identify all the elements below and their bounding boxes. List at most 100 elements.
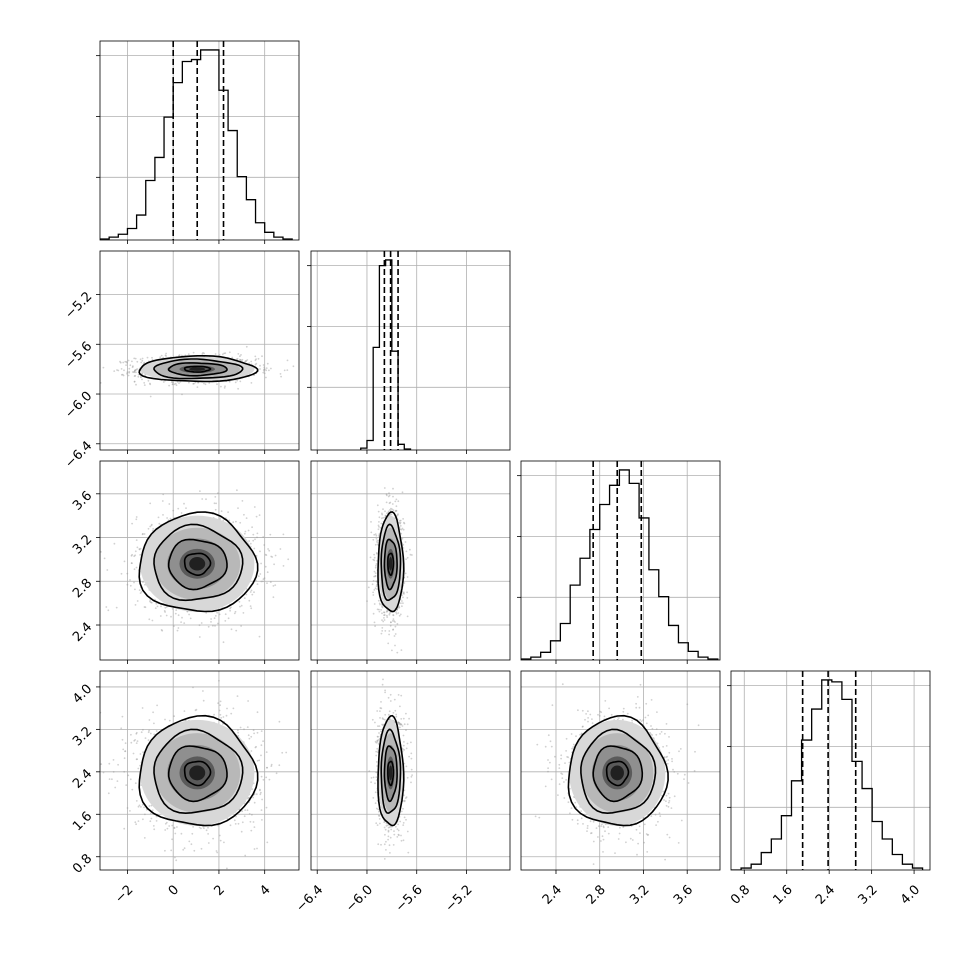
scatter-point xyxy=(372,594,375,596)
scatter-point xyxy=(218,679,220,682)
scatter-point xyxy=(256,759,259,762)
scatter-point xyxy=(216,383,218,386)
scatter-point xyxy=(385,501,388,504)
scatter-point xyxy=(132,365,134,367)
scatter-point xyxy=(156,605,159,608)
scatter-point xyxy=(401,527,404,530)
scatter-point xyxy=(395,509,398,512)
scatter-point xyxy=(269,581,272,583)
scatter-point xyxy=(372,558,375,561)
scatter-point xyxy=(402,543,405,546)
scatter-point xyxy=(162,381,165,383)
scatter-point xyxy=(398,614,401,617)
scatter-point xyxy=(265,554,268,556)
scatter-point xyxy=(388,492,390,494)
scatter-point xyxy=(265,776,268,779)
scatter-point xyxy=(135,566,138,569)
scatter-point xyxy=(279,548,282,550)
scatter-point xyxy=(219,713,222,716)
scatter-point xyxy=(123,560,126,563)
scatter-point xyxy=(270,765,273,767)
scatter-point xyxy=(381,612,383,615)
scatter-point xyxy=(378,516,381,519)
scatter-point xyxy=(377,599,380,602)
scatter-point xyxy=(239,355,241,358)
scatter-point xyxy=(141,378,143,381)
scatter-point xyxy=(269,533,272,536)
scatter-point xyxy=(198,624,201,627)
scatter-point xyxy=(259,793,262,796)
scatter-point xyxy=(175,384,178,387)
scatter-point xyxy=(180,512,183,514)
scatter-point xyxy=(399,521,402,524)
scatter-point xyxy=(255,555,258,557)
scatter-point xyxy=(386,614,388,617)
scatter-point xyxy=(229,609,232,612)
scatter-point xyxy=(160,354,163,357)
histogram-panel-0 xyxy=(96,40,300,244)
scatter-point xyxy=(120,368,123,370)
scatter-point xyxy=(244,809,247,811)
scatter-point xyxy=(203,352,206,355)
panel-content xyxy=(100,461,299,660)
contour-line xyxy=(153,523,244,602)
scatter-point xyxy=(243,532,246,535)
scatter-point xyxy=(260,791,262,794)
contour-line xyxy=(153,358,244,380)
scatter-point xyxy=(383,619,386,621)
scatter-point xyxy=(235,629,238,632)
scatter-point xyxy=(393,620,395,622)
scatter-point xyxy=(395,505,398,508)
scatter-point xyxy=(392,614,395,617)
panel-frame xyxy=(99,460,300,661)
scatter-point xyxy=(400,602,402,605)
scatter-point xyxy=(384,510,386,513)
scatter-point xyxy=(131,371,134,373)
scatter-point xyxy=(141,359,144,362)
scatter-point xyxy=(213,502,216,505)
scatter-point xyxy=(131,366,134,369)
scatter-point xyxy=(393,635,396,637)
scatter-point xyxy=(135,539,138,541)
scatter-point xyxy=(135,732,138,735)
scatter-point xyxy=(268,549,271,552)
scatter-point xyxy=(387,642,390,645)
scatter-point xyxy=(261,355,263,358)
scatter-point xyxy=(240,625,243,627)
scatter-point xyxy=(164,606,167,609)
scatter-point xyxy=(373,570,376,573)
scatter-point xyxy=(391,649,393,652)
scatter-point xyxy=(189,617,192,620)
scatter-point xyxy=(381,605,383,608)
scatter-point xyxy=(143,533,146,535)
scatter-point xyxy=(234,610,237,613)
scatter-point xyxy=(376,608,379,611)
scatter-point xyxy=(140,361,143,364)
scatter-point xyxy=(260,562,262,565)
scatter-point xyxy=(129,584,132,587)
scatter-point xyxy=(136,368,139,370)
scatter-point xyxy=(223,387,226,389)
scatter-point xyxy=(128,370,131,373)
scatter-point xyxy=(134,369,136,372)
scatter-point xyxy=(245,593,248,596)
scatter-point xyxy=(378,608,380,611)
scatter-point xyxy=(376,543,379,546)
scatter-point xyxy=(149,395,152,398)
scatter-point xyxy=(229,607,232,610)
scatter-point xyxy=(100,551,102,553)
scatter-point xyxy=(259,364,261,367)
scatter-point xyxy=(126,583,129,586)
scatter-point xyxy=(161,629,164,632)
scatter-point xyxy=(141,533,144,536)
scatter-point xyxy=(163,610,166,612)
scatter-point xyxy=(187,353,190,355)
contour-line xyxy=(383,538,398,591)
scatter-point xyxy=(212,624,214,627)
scatter-point xyxy=(126,372,128,375)
scatter-point xyxy=(280,375,282,378)
scatter-point xyxy=(130,562,133,564)
scatter-point xyxy=(396,623,399,625)
scatter-point xyxy=(214,615,217,617)
scatter-point xyxy=(403,582,406,584)
